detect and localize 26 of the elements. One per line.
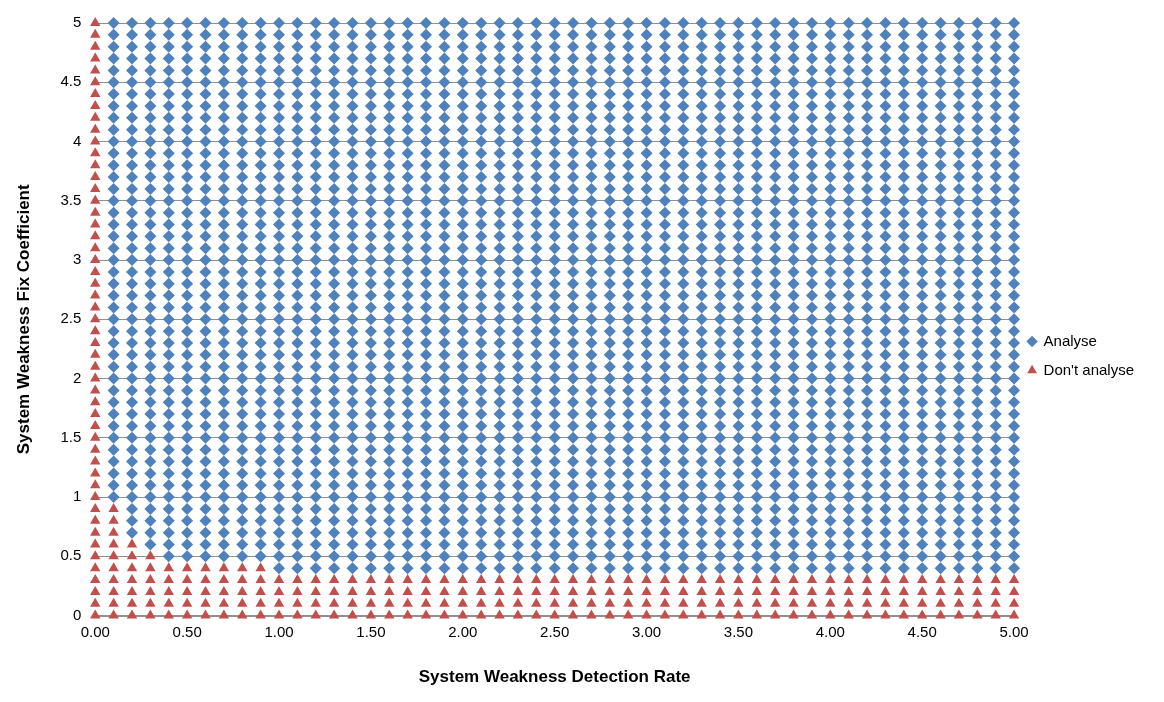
x-tick-label: 4.00: [815, 622, 845, 640]
x-tick-label: 0.50: [172, 622, 202, 640]
x-tick-label: 2.50: [540, 622, 570, 640]
y-tick-label: 1.5: [60, 427, 82, 445]
x-tick-label: 2.00: [448, 622, 478, 640]
x-axis-title: System Weakness Detection Rate: [418, 667, 691, 687]
x-tick-label: 1.00: [264, 622, 294, 640]
x-tick-label: 1.50: [356, 622, 386, 640]
x-tick-label: 4.50: [907, 622, 937, 640]
legend-label: Analyse: [1043, 331, 1097, 349]
y-tick-label: 0: [72, 605, 82, 623]
x-tick-label: 3.00: [631, 622, 662, 640]
y-tick-label: 3: [72, 250, 82, 268]
y-tick-label: 1: [72, 487, 82, 505]
x-tick-label: 5.00: [999, 622, 1029, 640]
y-tick-label: 4.5: [60, 72, 82, 90]
x-tick-label: 3.50: [723, 622, 754, 640]
y-axis-title: System Weakness Fix Coefficient: [13, 184, 33, 455]
y-tick-label: 0.5: [60, 546, 82, 564]
y-tick-label: 5: [72, 13, 82, 31]
y-tick-label: 4: [72, 131, 82, 149]
x-tick-label: 0.00: [80, 622, 110, 640]
legend-label: Don't analyse: [1043, 360, 1134, 378]
y-tick-label: 2: [72, 368, 82, 386]
y-tick-label: 2.5: [60, 309, 82, 327]
y-tick-label: 3.5: [60, 190, 82, 208]
